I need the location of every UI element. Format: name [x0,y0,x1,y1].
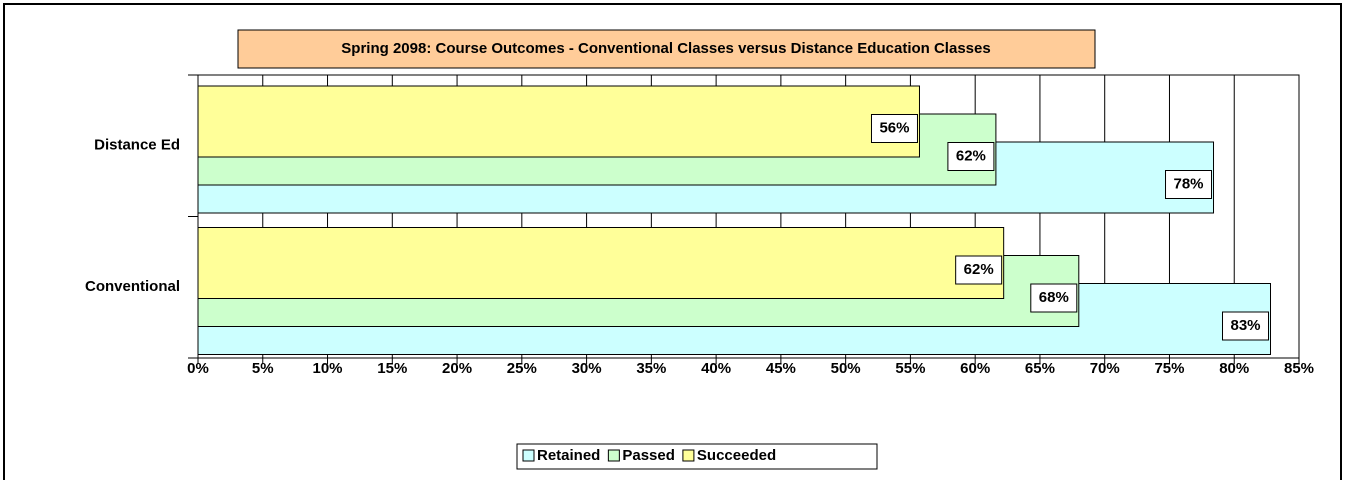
x-tick-label: 55% [895,360,925,377]
data-label: 78% [1173,175,1203,192]
data-label-box [947,142,995,171]
legend-swatch [522,449,535,462]
x-tick-label: 50% [831,360,861,377]
x-tick-label: 45% [766,360,796,377]
category-label: Distance Ed [94,137,180,154]
legend-label: Succeeded [697,447,776,464]
x-tick-label: 70% [1090,360,1120,377]
data-label-box [1222,311,1270,341]
legend-swatch [607,449,620,462]
title-box [237,29,1096,69]
x-tick-label: 80% [1219,360,1249,377]
legend-swatch [682,449,695,462]
x-tick-label: 15% [377,360,407,377]
data-label: 62% [956,147,986,164]
data-label: 56% [879,119,909,136]
bar [197,85,920,158]
data-label: 62% [964,261,994,278]
x-tick-label: 0% [187,360,209,377]
legend-label: Passed [622,447,675,464]
category-label: Conventional [85,278,180,295]
bar [197,227,1005,299]
x-tick-label: 60% [960,360,990,377]
data-label: 83% [1230,317,1260,334]
legend-box [516,443,878,470]
x-tick-label: 85% [1284,360,1314,377]
legend-label: Retained [537,447,600,464]
x-tick-label: 35% [636,360,666,377]
x-tick-label: 30% [572,360,602,377]
x-tick-label: 40% [701,360,731,377]
chart-title: Spring 2098: Course Outcomes - Conventio… [341,40,990,57]
data-label-box [870,114,918,143]
x-tick-label: 75% [1154,360,1184,377]
x-tick-label: 10% [313,360,343,377]
data-label: 68% [1039,289,1069,306]
data-label-box [955,255,1003,285]
x-tick-label: 25% [507,360,537,377]
data-label-box [1030,283,1078,313]
data-label-box [1165,170,1213,199]
x-tick-label: 5% [252,360,274,377]
x-tick-label: 65% [1025,360,1055,377]
x-tick-label: 20% [442,360,472,377]
